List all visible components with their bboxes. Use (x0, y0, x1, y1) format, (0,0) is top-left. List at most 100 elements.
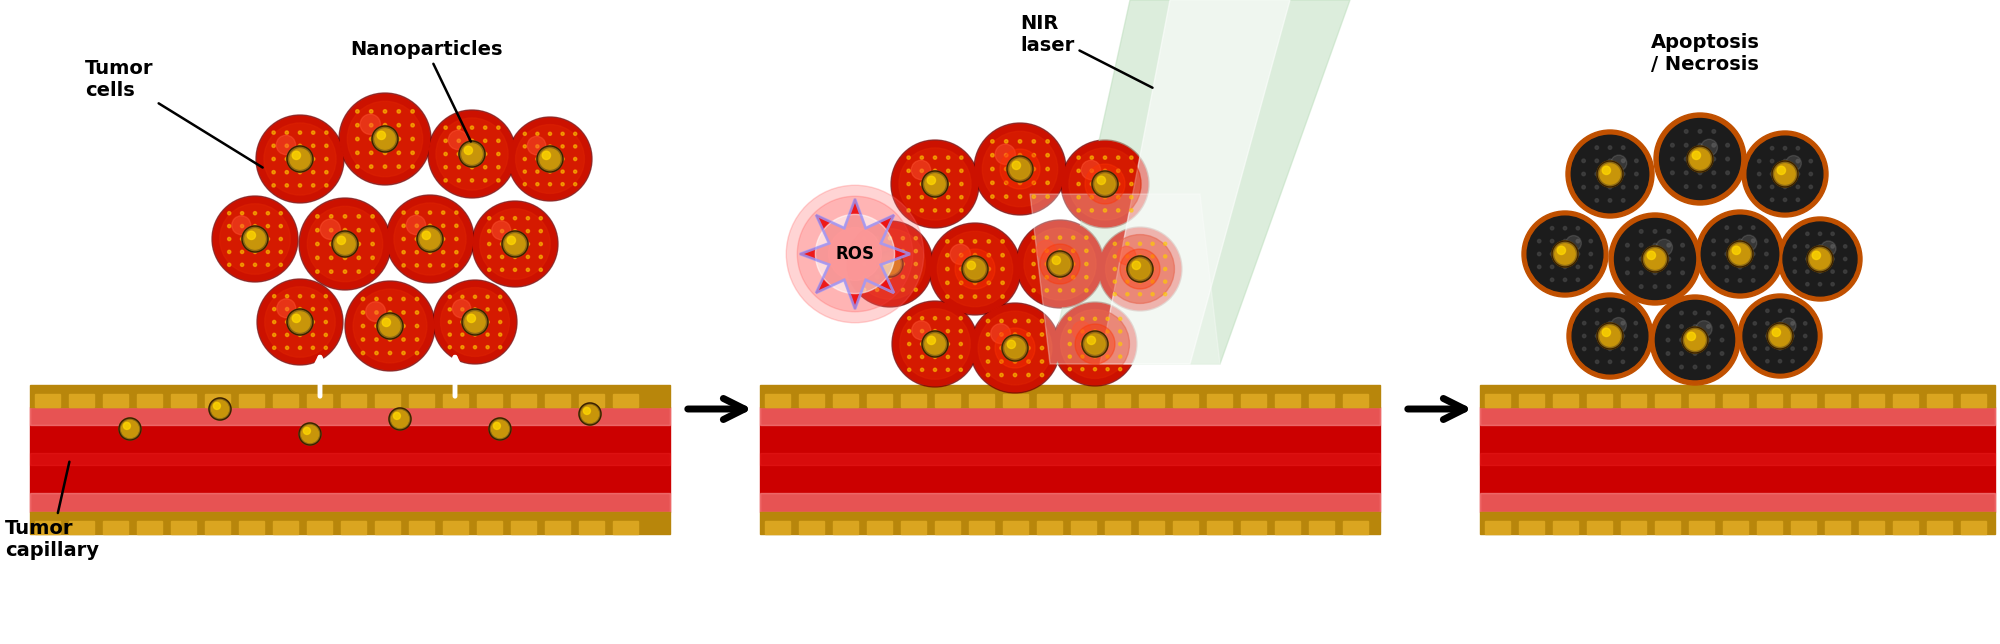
Circle shape (876, 251, 904, 277)
Polygon shape (760, 406, 1380, 426)
Circle shape (300, 200, 390, 289)
Circle shape (1752, 226, 1754, 229)
Circle shape (1052, 302, 1136, 386)
Circle shape (460, 346, 464, 349)
Circle shape (1694, 338, 1696, 342)
Circle shape (1126, 242, 1128, 245)
Circle shape (1104, 156, 1106, 159)
Circle shape (1806, 245, 1810, 248)
Circle shape (536, 146, 564, 172)
Circle shape (562, 170, 564, 173)
Circle shape (524, 145, 526, 148)
Circle shape (1138, 242, 1142, 245)
Circle shape (1726, 239, 1728, 243)
Circle shape (816, 214, 894, 294)
Circle shape (1608, 185, 1612, 189)
Circle shape (1626, 271, 1630, 274)
Circle shape (514, 255, 516, 258)
Circle shape (1778, 309, 1782, 312)
Circle shape (928, 176, 936, 185)
Circle shape (1818, 245, 1822, 248)
Circle shape (862, 275, 866, 279)
Circle shape (324, 346, 328, 350)
Circle shape (1084, 164, 1124, 204)
Circle shape (474, 346, 476, 349)
Circle shape (1596, 308, 1598, 312)
Polygon shape (1030, 194, 1220, 364)
Circle shape (1610, 317, 1626, 333)
Circle shape (946, 240, 950, 243)
Circle shape (402, 238, 406, 241)
Circle shape (1010, 159, 1030, 179)
Circle shape (1026, 360, 1030, 363)
Circle shape (430, 111, 514, 196)
Circle shape (1698, 129, 1702, 133)
Circle shape (484, 153, 486, 156)
Polygon shape (900, 394, 926, 406)
Circle shape (470, 179, 474, 182)
Circle shape (1732, 246, 1740, 254)
Circle shape (1550, 252, 1554, 256)
Circle shape (1118, 246, 1136, 265)
Circle shape (1830, 232, 1834, 236)
Circle shape (312, 144, 314, 147)
Circle shape (1654, 113, 1746, 205)
Circle shape (1654, 271, 1656, 274)
Circle shape (1634, 321, 1638, 325)
Circle shape (298, 294, 302, 298)
Circle shape (484, 126, 486, 129)
Polygon shape (1240, 394, 1266, 406)
Circle shape (1726, 252, 1728, 256)
Circle shape (292, 314, 300, 323)
Circle shape (330, 270, 332, 273)
Circle shape (392, 410, 408, 428)
Circle shape (1046, 153, 1050, 157)
Circle shape (1048, 251, 1072, 277)
Circle shape (212, 401, 228, 417)
Circle shape (988, 281, 990, 285)
Circle shape (960, 281, 962, 285)
Circle shape (384, 151, 386, 155)
Circle shape (416, 338, 418, 341)
Circle shape (1068, 368, 1072, 371)
Circle shape (1596, 334, 1598, 337)
Circle shape (254, 251, 256, 254)
Circle shape (330, 214, 332, 218)
Circle shape (1698, 185, 1702, 189)
Circle shape (1682, 327, 1708, 353)
Circle shape (906, 169, 910, 173)
Circle shape (208, 398, 232, 420)
Circle shape (370, 229, 374, 232)
Polygon shape (936, 522, 960, 533)
Circle shape (1068, 330, 1072, 333)
Polygon shape (68, 394, 94, 406)
Circle shape (1596, 360, 1598, 363)
Circle shape (960, 240, 962, 243)
Circle shape (1026, 333, 1030, 336)
Circle shape (960, 330, 962, 333)
Circle shape (1720, 325, 1724, 328)
Polygon shape (578, 394, 604, 406)
Circle shape (946, 182, 950, 185)
Circle shape (1818, 232, 1822, 236)
Circle shape (1764, 239, 1768, 243)
Circle shape (920, 196, 924, 199)
Circle shape (214, 402, 220, 410)
Circle shape (536, 157, 538, 160)
Circle shape (494, 422, 500, 430)
Circle shape (474, 308, 476, 311)
Circle shape (484, 166, 486, 169)
Circle shape (312, 157, 314, 160)
Circle shape (1690, 149, 1710, 169)
Circle shape (388, 196, 472, 281)
Circle shape (382, 318, 390, 327)
Circle shape (1104, 169, 1106, 173)
Circle shape (398, 151, 400, 155)
Circle shape (1844, 245, 1846, 248)
Circle shape (228, 238, 230, 241)
Circle shape (1644, 249, 1666, 269)
Text: Tumor
cells: Tumor cells (84, 59, 262, 167)
Circle shape (1640, 257, 1644, 261)
Circle shape (388, 408, 412, 430)
Circle shape (1040, 244, 1080, 284)
